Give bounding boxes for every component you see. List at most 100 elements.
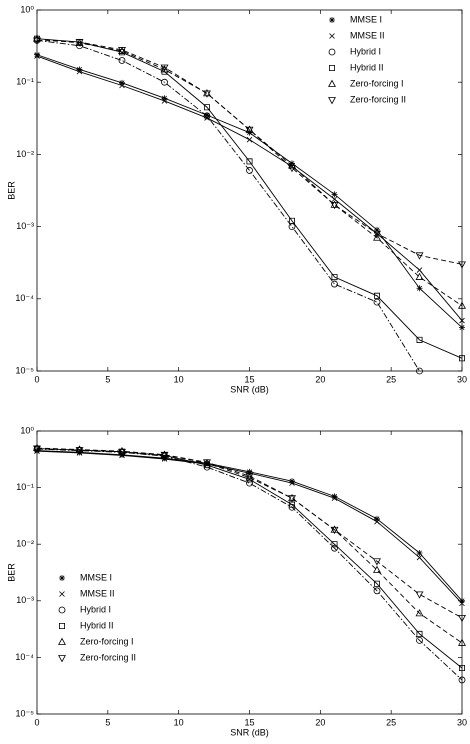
marker (289, 478, 295, 485)
marker (245, 126, 254, 135)
marker (288, 165, 296, 173)
marker (118, 446, 126, 455)
marker (289, 501, 295, 508)
legend-marker (329, 17, 335, 23)
marker (246, 468, 253, 475)
marker (118, 47, 126, 55)
x-tick-label: 25 (386, 717, 396, 727)
marker (458, 261, 466, 269)
y-tick-label: 10⁰ (20, 425, 34, 435)
marker (416, 630, 423, 637)
marker (203, 459, 211, 467)
legend-marker (328, 97, 336, 105)
marker (160, 65, 169, 73)
y-tick-label: 10⁻³ (16, 595, 34, 605)
marker (204, 115, 210, 121)
marker (245, 473, 254, 481)
marker (374, 580, 380, 587)
marker (373, 233, 381, 241)
marker (161, 95, 168, 102)
legend-marker (328, 79, 336, 87)
marker (331, 274, 338, 281)
x-tick-label: 5 (105, 717, 110, 727)
series-line (36, 448, 463, 669)
marker (245, 125, 254, 133)
legend-label: Hybrid I (350, 46, 381, 56)
series-line (36, 38, 463, 307)
marker (374, 518, 380, 525)
marker (415, 272, 424, 280)
marker (331, 544, 338, 552)
x-tick-label: 10 (174, 374, 184, 384)
marker (33, 443, 41, 451)
series-line (36, 39, 420, 372)
marker (75, 39, 84, 47)
marker (459, 600, 465, 607)
marker (331, 541, 338, 548)
legend-marker (59, 575, 65, 581)
marker (246, 158, 253, 165)
x-tick-label: 5 (105, 374, 110, 384)
marker (289, 480, 295, 486)
marker (246, 136, 253, 143)
y-axis-label: BER (6, 181, 16, 200)
x-tick-label: 0 (34, 717, 39, 727)
marker (288, 495, 296, 503)
legend-marker (328, 48, 336, 56)
marker (330, 525, 339, 533)
marker (34, 51, 40, 58)
marker (34, 53, 40, 59)
legend-marker (58, 655, 66, 663)
marker (119, 79, 125, 86)
marker (246, 167, 253, 174)
marker (160, 451, 169, 460)
marker (459, 355, 465, 362)
marker (373, 230, 381, 238)
y-axis-label: BER (6, 563, 16, 582)
legend-marker (58, 606, 66, 614)
legend-marker (329, 33, 335, 39)
y-tick-label: 10⁻² (16, 539, 34, 549)
x-tick-label: 30 (457, 374, 467, 384)
marker (75, 445, 84, 453)
legend-label: Zero-forcing II (80, 652, 136, 662)
marker (459, 324, 465, 331)
marker (76, 68, 83, 75)
y-tick-label: 10⁻¹ (16, 482, 34, 492)
x-tick-label: 25 (386, 374, 396, 384)
marker (118, 448, 126, 457)
marker (203, 112, 211, 120)
marker (458, 638, 466, 646)
marker (161, 98, 168, 104)
x-tick-label: 30 (457, 717, 467, 727)
marker (288, 493, 296, 502)
marker (204, 104, 210, 111)
marker (118, 57, 126, 64)
x-tick-label: 20 (315, 717, 325, 727)
marker (458, 614, 466, 623)
marker (160, 450, 169, 458)
marker (160, 64, 169, 72)
marker (374, 292, 380, 299)
legend-label: Zero-forcing I (80, 636, 134, 646)
x-tick-label: 15 (244, 374, 254, 384)
marker (330, 201, 339, 210)
legend-label: Zero-forcing I (350, 78, 404, 88)
series-line (36, 447, 463, 644)
marker (288, 223, 296, 230)
x-tick-label: 15 (244, 717, 254, 727)
marker (374, 515, 380, 522)
legend-marker (58, 637, 66, 645)
y-tick-label: 10⁻⁵ (16, 365, 35, 375)
marker (33, 445, 41, 453)
marker (373, 298, 381, 306)
marker (331, 493, 338, 500)
marker (459, 597, 465, 604)
marker (33, 37, 41, 45)
marker (289, 217, 295, 224)
marker (374, 226, 380, 233)
plot-area (36, 9, 463, 372)
marker (330, 200, 339, 208)
y-tick-label: 10⁻¹ (16, 77, 34, 87)
